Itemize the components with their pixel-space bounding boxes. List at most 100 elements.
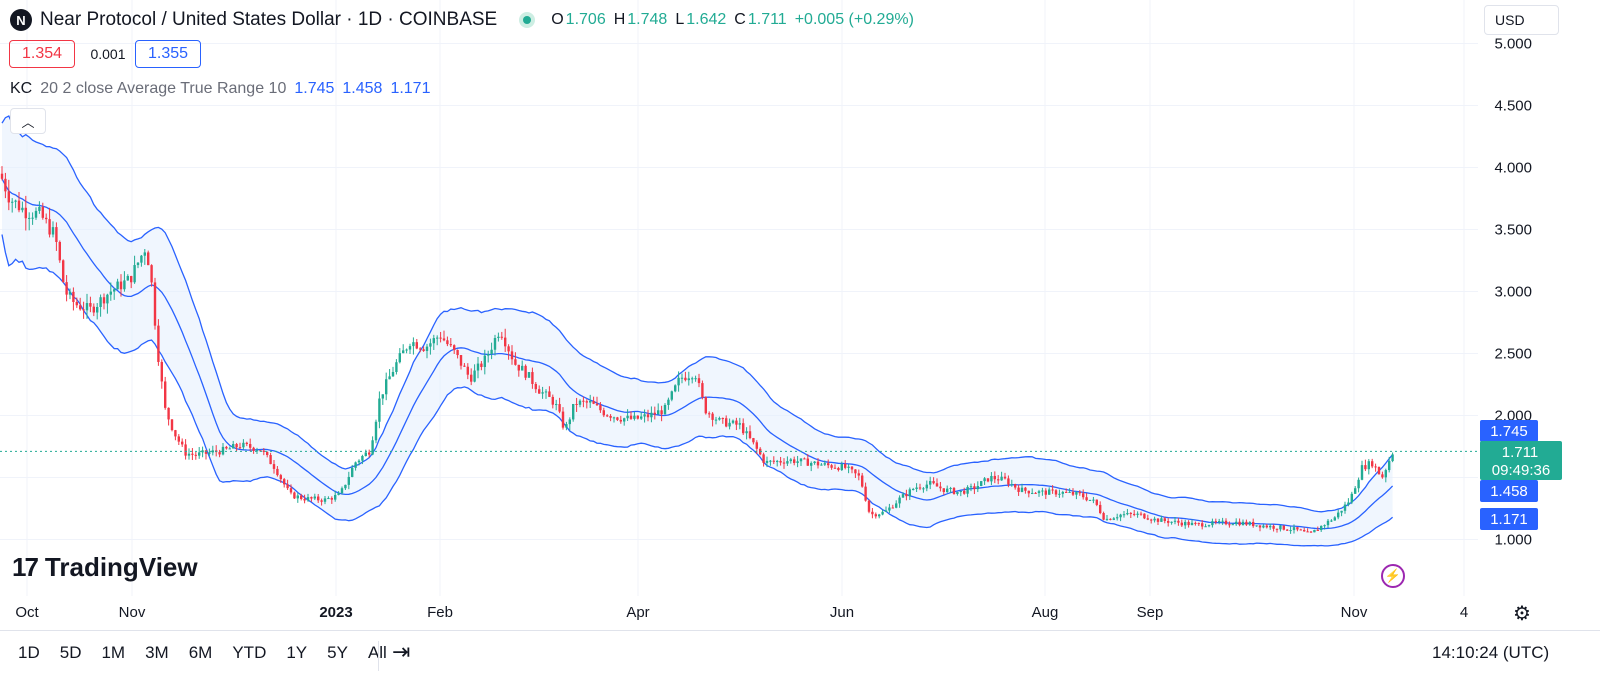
- candle: [123, 271, 126, 292]
- candle: [1204, 523, 1207, 528]
- range-6m-button[interactable]: 6M: [188, 643, 213, 662]
- candle: [330, 496, 333, 504]
- candle: [201, 446, 204, 458]
- candle: [1357, 477, 1360, 493]
- candle: [99, 294, 102, 317]
- candle: [857, 469, 860, 481]
- candle: [1350, 491, 1353, 505]
- candle: [218, 449, 221, 458]
- candle: [599, 402, 602, 413]
- candle: [1014, 483, 1017, 490]
- range-3m-button[interactable]: 3M: [145, 643, 169, 662]
- candle: [952, 486, 956, 495]
- candle: [1184, 519, 1187, 529]
- price-chart[interactable]: 5.0004.5004.0003.5003.0002.5002.0001.500…: [0, 0, 1600, 630]
- candle: [742, 418, 745, 436]
- range-5y-button[interactable]: 5Y: [327, 643, 348, 662]
- candle: [147, 250, 150, 266]
- lightning-icon[interactable]: ⚡: [1381, 564, 1405, 588]
- candle: [847, 464, 850, 474]
- candle: [592, 396, 595, 405]
- candle: [786, 456, 789, 466]
- indicator-legend[interactable]: KC 20 2 close Average True Range 10 1.74…: [10, 80, 430, 98]
- range-ytd-button[interactable]: YTD: [232, 643, 267, 662]
- collapse-legend-button[interactable]: ︿: [10, 108, 46, 134]
- candle: [130, 275, 133, 289]
- utc-clock[interactable]: 14:10:24 (UTC): [1432, 643, 1550, 662]
- candle: [725, 415, 728, 428]
- candle: [772, 456, 775, 465]
- candle: [538, 385, 541, 394]
- middle-band-price-label: 1.458: [1480, 480, 1538, 502]
- range-all-button[interactable]: All: [358, 643, 397, 663]
- candle: [1309, 530, 1313, 533]
- candle: [939, 481, 942, 492]
- candle: [293, 491, 296, 500]
- candle: [191, 448, 194, 461]
- symbol-title[interactable]: Near Protocol / United States Dollar · 1…: [40, 9, 498, 30]
- candle: [799, 458, 803, 467]
- candle: [41, 202, 44, 220]
- candle: [374, 419, 378, 444]
- candle: [174, 429, 177, 441]
- candle: [796, 455, 799, 468]
- candle: [595, 396, 599, 406]
- candle: [89, 296, 92, 313]
- candle: [572, 403, 575, 422]
- candle: [157, 319, 160, 366]
- range-1y-button[interactable]: 1Y: [286, 643, 308, 662]
- candle: [364, 449, 367, 457]
- goto-date-icon[interactable]: ⇥: [392, 639, 411, 664]
- candle: [1221, 517, 1224, 525]
- market-status-icon[interactable]: [519, 12, 536, 28]
- range-1m-button[interactable]: 1M: [101, 643, 126, 662]
- candle: [1017, 484, 1020, 496]
- candle: [211, 445, 214, 456]
- range-5d-button[interactable]: 5D: [59, 643, 82, 662]
- candle: [701, 380, 704, 400]
- y-tick-label: 5.000: [1494, 36, 1532, 53]
- sell-button[interactable]: 1.354: [9, 40, 75, 68]
- candle: [1105, 514, 1109, 521]
- candle: [381, 394, 384, 405]
- candle: [266, 451, 269, 458]
- ohlc-open-value: 1.706: [565, 11, 606, 28]
- currency-select[interactable]: USD: [1484, 5, 1559, 35]
- buy-button[interactable]: 1.355: [135, 40, 201, 68]
- candle: [823, 460, 826, 466]
- candle: [1241, 519, 1245, 526]
- candle: [327, 496, 330, 500]
- candle: [102, 293, 106, 310]
- range-1d-button[interactable]: 1D: [18, 643, 40, 662]
- candle: [446, 336, 449, 347]
- candle: [368, 449, 371, 458]
- gear-icon[interactable]: ⚙: [1513, 603, 1531, 625]
- candle: [1282, 525, 1285, 531]
- candle: [116, 278, 119, 290]
- candle: [691, 376, 694, 384]
- ohlc-open-label: O: [551, 11, 564, 28]
- candle: [323, 496, 327, 505]
- candle: [901, 492, 905, 498]
- candle: [1343, 501, 1347, 514]
- candle: [1286, 529, 1289, 531]
- candle: [249, 438, 252, 452]
- candle: [510, 345, 514, 365]
- candle: [606, 414, 609, 418]
- candle: [1326, 519, 1330, 529]
- candle: [820, 463, 823, 466]
- candle: [646, 409, 650, 422]
- candle: [932, 477, 935, 485]
- candle: [476, 356, 480, 379]
- candle: [150, 264, 153, 287]
- candle: [976, 481, 979, 493]
- candle: [1037, 489, 1041, 497]
- candle: [714, 416, 718, 425]
- candle: [833, 464, 837, 469]
- candle: [0, 166, 4, 181]
- candle: [949, 486, 952, 494]
- candle: [1136, 511, 1139, 518]
- candle: [255, 447, 259, 454]
- candle: [1258, 525, 1262, 532]
- candle: [1119, 513, 1122, 522]
